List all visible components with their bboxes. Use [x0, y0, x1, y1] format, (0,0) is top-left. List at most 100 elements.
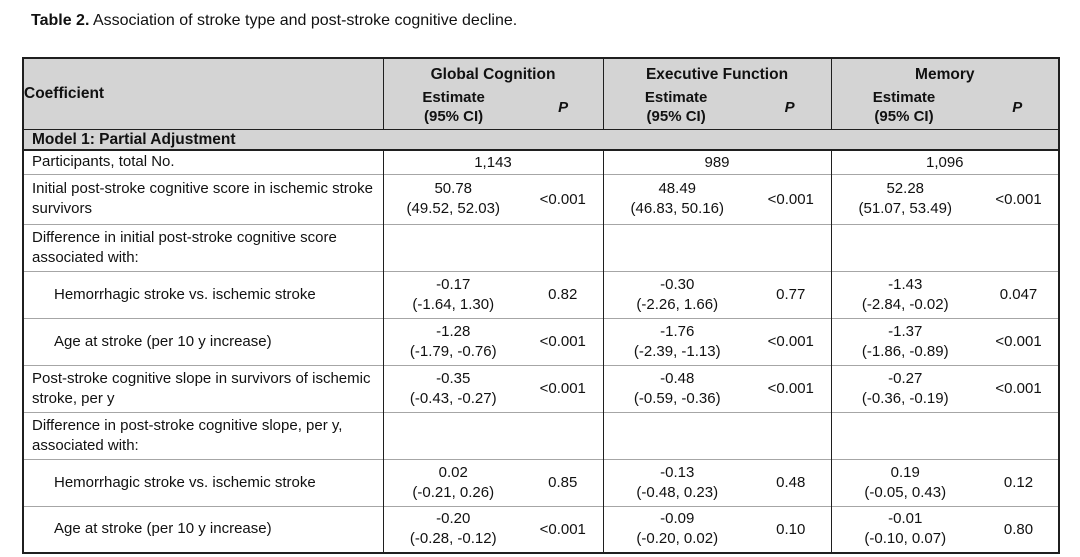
p-cell: <0.001 [523, 173, 603, 224]
table-row: Age at stroke (per 10 y increase) -0.20 … [23, 505, 1060, 553]
estimate-ci: (-1.79, -0.76) [409, 342, 497, 360]
estimate-ci: (-0.10, 0.07) [864, 530, 947, 548]
estimate-value: -0.30 [660, 275, 695, 293]
ci-label: (95% CI) [874, 108, 934, 125]
estimate-ci: (-0.59, -0.36) [633, 389, 721, 407]
empty-cell [602, 411, 831, 459]
group-header-executive-function: Executive Function Estimate (95% CI) P [602, 58, 831, 130]
p-cell: 0.12 [979, 458, 1060, 506]
estimate-cell: 0.19 (-0.05, 0.43) [830, 458, 979, 506]
estimate-value: -0.13 [660, 463, 695, 481]
row-label: Hemorrhagic stroke vs. ischemic stroke [23, 458, 383, 506]
estimate-value: -1.43 [888, 275, 923, 293]
section-row: Model 1: Partial Adjustment [23, 129, 1060, 151]
estimate-cell: -0.13 (-0.48, 0.23) [602, 458, 751, 506]
estimate-value: 48.49 [658, 180, 697, 197]
table-row: Post-stroke cognitive slope in survivors… [23, 364, 1060, 412]
estimate-ci: (-2.39, -1.13) [633, 342, 721, 360]
empty-cell [830, 223, 1060, 271]
count-global: 1,143 [382, 150, 603, 174]
row-label: Difference in initial post-stroke cognit… [23, 223, 383, 271]
estimate-cell: -0.20 (-0.28, -0.12) [382, 505, 523, 553]
estimate-value: 50.78 [434, 180, 473, 197]
estimate-value: 52.28 [886, 180, 925, 197]
p-cell: <0.001 [751, 364, 831, 412]
estimate-value: 0.19 [890, 463, 920, 481]
estimate-ci-header: Estimate (95% CI) [384, 88, 524, 126]
table-row: Difference in post-stroke cognitive slop… [23, 411, 1060, 459]
group-title: Memory [915, 66, 975, 83]
estimate-ci: (-1.64, 1.30) [412, 295, 495, 313]
table-title-label: Table 2. [31, 12, 90, 29]
p-cell: <0.001 [979, 317, 1060, 365]
estimate-ci: (-2.26, 1.66) [636, 295, 719, 313]
p-cell: 0.77 [751, 270, 831, 318]
estimate-cell: -1.43 (-2.84, -0.02) [830, 270, 979, 318]
estimate-cell: 0.02 (-0.21, 0.26) [382, 458, 523, 506]
estimate-value: -1.37 [888, 322, 923, 340]
p-cell: <0.001 [979, 364, 1060, 412]
estimate-ci: (49.52, 52.03) [406, 200, 500, 217]
estimate-cell: -0.01 (-0.10, 0.07) [830, 505, 979, 553]
estimate-ci: (46.83, 50.16) [630, 200, 724, 217]
estimate-value: -0.20 [436, 510, 471, 528]
p-cell: <0.001 [523, 364, 603, 412]
estimate-ci: (-0.21, 0.26) [412, 483, 495, 501]
estimate-cell: -0.30 (-2.26, 1.66) [602, 270, 751, 318]
estimate-ci-header: Estimate (95% CI) [604, 88, 749, 126]
p-cell: <0.001 [979, 173, 1060, 224]
estimate-value: -0.48 [660, 369, 695, 387]
table-row: Participants, total No. 1,143 989 1,096 [23, 150, 1060, 174]
estimate-value: -0.09 [660, 510, 695, 528]
row-label: Post-stroke cognitive slope in survivors… [23, 364, 383, 412]
estimate-label: Estimate [872, 89, 936, 106]
group-header-global-cognition: Global Cognition Estimate (95% CI) P [382, 58, 603, 130]
table-row: Age at stroke (per 10 y increase) -1.28 … [23, 317, 1060, 365]
estimate-cell: 48.49 (46.83, 50.16) [602, 173, 751, 224]
estimate-cell: -1.28 (-1.79, -0.76) [382, 317, 523, 365]
estimate-ci: (-0.48, 0.23) [636, 483, 719, 501]
estimate-ci: (51.07, 53.49) [858, 200, 952, 217]
p-header: P [1012, 98, 1023, 116]
p-header: P [784, 98, 795, 116]
estimate-cell: 50.78 (49.52, 52.03) [382, 173, 523, 224]
row-label: Hemorrhagic stroke vs. ischemic stroke [23, 270, 383, 318]
estimate-ci: (-0.28, -0.12) [409, 530, 497, 548]
coefficient-header: Coefficient [23, 58, 383, 130]
p-cell: 0.80 [979, 505, 1060, 553]
estimate-ci: (-0.05, 0.43) [864, 483, 947, 501]
estimate-label: Estimate [422, 89, 485, 106]
estimate-value: -0.17 [436, 275, 471, 293]
estimate-value: -0.01 [888, 510, 923, 528]
count-executive: 989 [602, 150, 831, 174]
row-label: Participants, total No. [32, 153, 175, 171]
estimate-cell: -0.09 (-0.20, 0.02) [602, 505, 751, 553]
section-header: Model 1: Partial Adjustment [23, 129, 1060, 151]
estimate-cell: -0.35 (-0.43, -0.27) [382, 364, 523, 412]
table-row: Hemorrhagic stroke vs. ischemic stroke 0… [23, 458, 1060, 506]
p-cell: 0.48 [751, 458, 831, 506]
row-label: Age at stroke (per 10 y increase) [23, 505, 383, 553]
table-title: Table 2. Association of stroke type and … [31, 11, 1080, 30]
p-cell: <0.001 [751, 317, 831, 365]
empty-cell [602, 223, 831, 271]
estimate-cell: -1.76 (-2.39, -1.13) [602, 317, 751, 365]
estimate-ci: (-2.84, -0.02) [861, 295, 949, 313]
estimate-cell: -0.17 (-1.64, 1.30) [382, 270, 523, 318]
group-header-memory: Memory Estimate (95% CI) P [830, 58, 1060, 130]
count-memory: 1,096 [830, 150, 1060, 174]
p-cell: <0.001 [523, 317, 603, 365]
estimate-ci: (-0.20, 0.02) [636, 530, 719, 548]
estimate-value: -1.76 [660, 322, 695, 340]
estimate-value: 0.02 [438, 463, 468, 481]
table-row: Hemorrhagic stroke vs. ischemic stroke -… [23, 270, 1060, 318]
ci-label: (95% CI) [646, 108, 706, 125]
estimate-ci: (-0.36, -0.19) [861, 389, 949, 407]
estimate-label: Estimate [644, 89, 708, 106]
estimate-ci-header: Estimate (95% CI) [832, 88, 976, 126]
header-row: Coefficient Global Cognition Estimate (9… [23, 58, 1060, 130]
estimate-value: -0.35 [436, 369, 471, 387]
p-cell: <0.001 [523, 505, 603, 553]
p-cell: 0.047 [979, 270, 1060, 318]
